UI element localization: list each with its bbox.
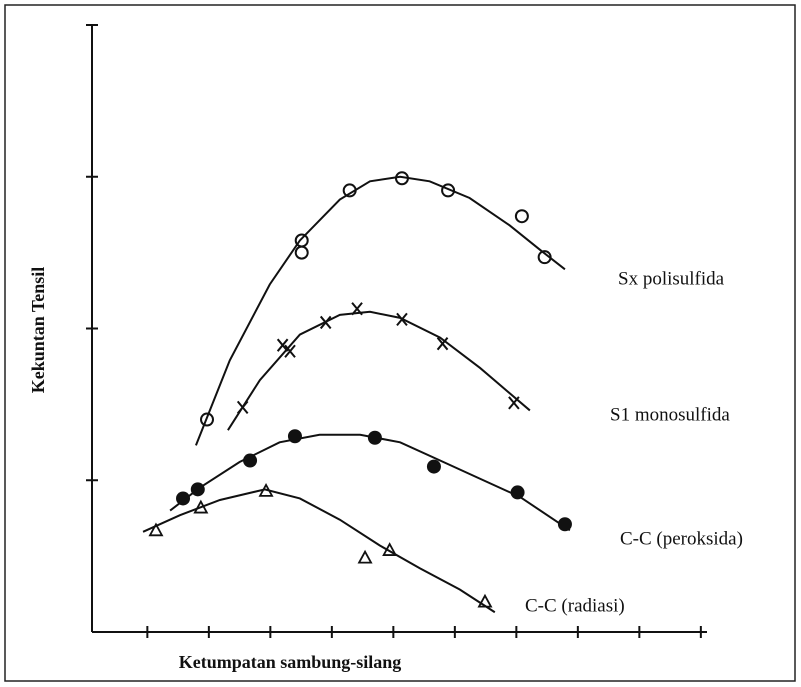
fit-curve bbox=[227, 310, 531, 431]
point bbox=[436, 337, 449, 351]
point bbox=[319, 315, 332, 330]
fit-curve bbox=[195, 175, 566, 446]
point bbox=[382, 542, 398, 556]
point bbox=[441, 183, 456, 198]
point bbox=[367, 430, 382, 445]
point bbox=[243, 453, 258, 468]
point bbox=[176, 491, 191, 506]
series-label: C-C (peroksida) bbox=[620, 528, 743, 549]
point bbox=[193, 499, 209, 514]
point bbox=[276, 338, 289, 352]
point bbox=[284, 344, 296, 358]
series-label: Sx polisulfida bbox=[618, 268, 725, 289]
series-label: C-C (radiasi) bbox=[525, 595, 625, 616]
point bbox=[396, 312, 408, 327]
fit-curve bbox=[169, 433, 571, 532]
point bbox=[342, 183, 357, 198]
series-label: S1 monosulfida bbox=[610, 404, 730, 425]
point bbox=[357, 549, 373, 564]
point bbox=[426, 459, 441, 474]
point bbox=[557, 517, 572, 532]
frame bbox=[4, 4, 796, 682]
point bbox=[510, 485, 525, 500]
point bbox=[190, 482, 205, 497]
y-axis-title: Kekuntan Tensil bbox=[28, 267, 48, 394]
fit-curve bbox=[142, 488, 496, 614]
point bbox=[148, 522, 164, 537]
point bbox=[294, 233, 309, 248]
point bbox=[394, 171, 409, 186]
point bbox=[236, 400, 249, 415]
point bbox=[287, 429, 302, 444]
point bbox=[351, 302, 363, 316]
x-axis-title: Ketumpatan sambung-silang bbox=[179, 652, 402, 672]
point bbox=[258, 482, 274, 497]
point bbox=[477, 593, 493, 608]
point bbox=[537, 250, 552, 265]
point bbox=[514, 209, 529, 224]
point bbox=[200, 412, 215, 427]
point bbox=[508, 396, 520, 410]
point bbox=[294, 245, 309, 260]
